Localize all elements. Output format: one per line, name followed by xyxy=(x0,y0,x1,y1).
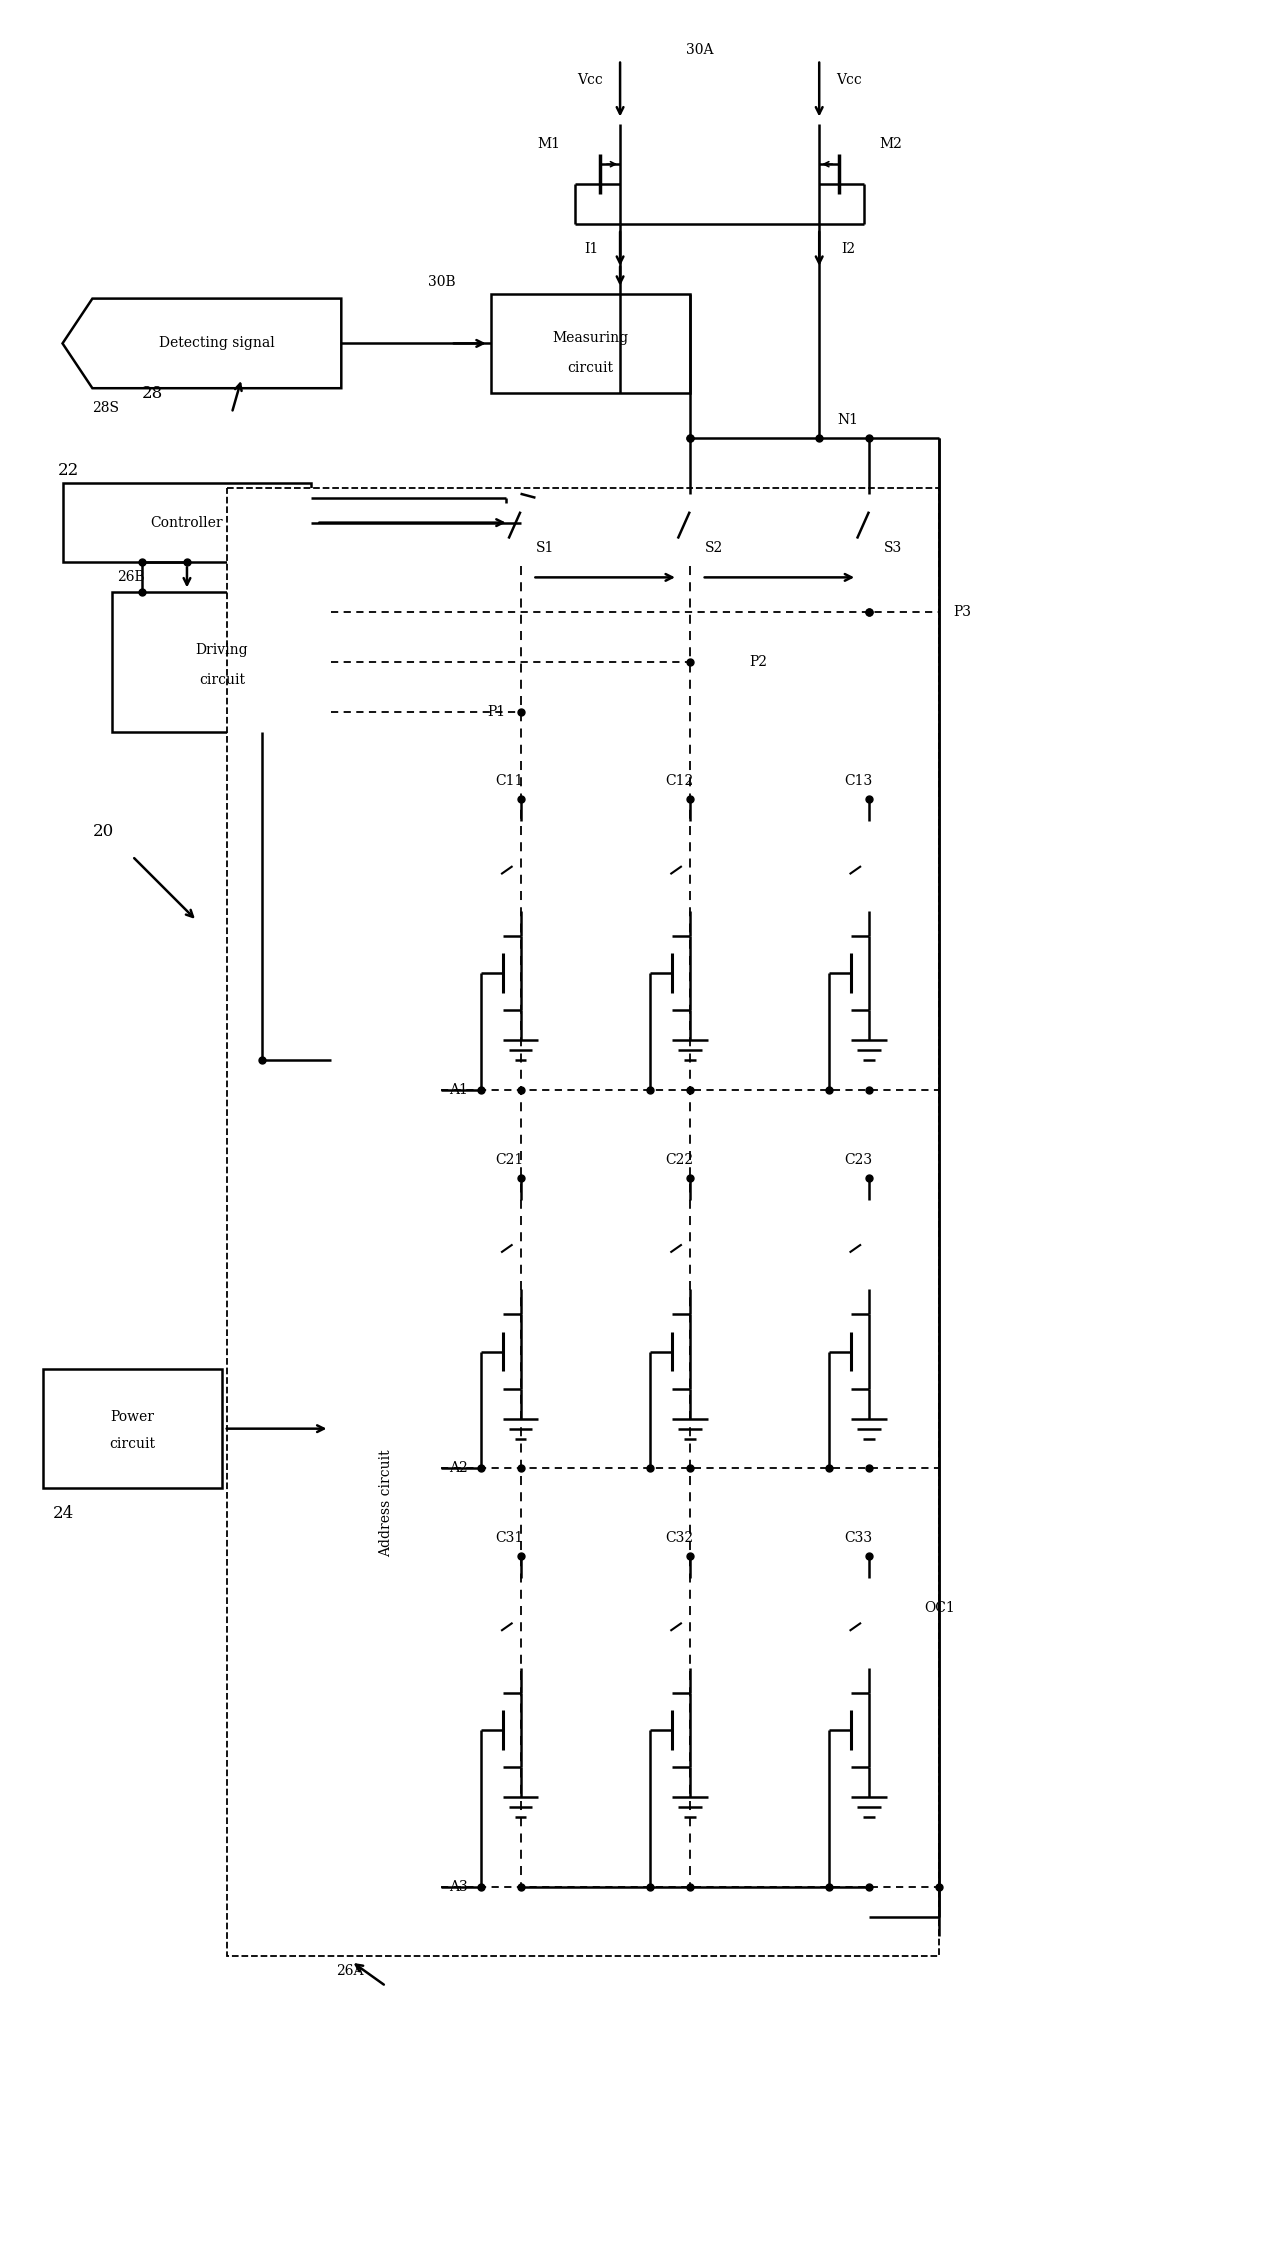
Text: M1: M1 xyxy=(537,137,560,151)
Bar xyxy=(112,593,331,733)
Text: I1: I1 xyxy=(584,243,598,256)
Text: A1: A1 xyxy=(449,1083,468,1097)
Text: S2: S2 xyxy=(704,542,723,555)
Bar xyxy=(635,1544,745,1827)
Bar xyxy=(837,822,901,910)
Text: Power: Power xyxy=(110,1409,155,1425)
Text: Controller: Controller xyxy=(151,515,224,530)
Bar xyxy=(658,1577,722,1667)
Bar xyxy=(465,1544,575,1827)
Text: A3: A3 xyxy=(449,1881,468,1894)
Bar xyxy=(658,822,722,910)
Text: C13: C13 xyxy=(843,775,873,789)
Text: 26A: 26A xyxy=(336,1964,364,1977)
Text: A2: A2 xyxy=(449,1461,468,1476)
Text: S1: S1 xyxy=(535,542,553,555)
Text: Address circuit: Address circuit xyxy=(380,1449,394,1557)
Bar xyxy=(488,1200,552,1290)
Text: P3: P3 xyxy=(953,604,971,620)
Bar xyxy=(331,1061,441,1946)
Text: C31: C31 xyxy=(496,1530,524,1546)
Text: 30A: 30A xyxy=(686,43,713,56)
Bar xyxy=(63,483,312,562)
Text: C11: C11 xyxy=(496,775,524,789)
Text: 28S: 28S xyxy=(92,402,119,416)
Text: 26B: 26B xyxy=(118,571,144,584)
Text: Detecting signal: Detecting signal xyxy=(158,337,275,351)
Text: Vcc: Vcc xyxy=(578,72,603,88)
Text: C22: C22 xyxy=(665,1153,693,1166)
Text: Vcc: Vcc xyxy=(836,72,861,88)
Text: C33: C33 xyxy=(843,1530,872,1546)
Bar xyxy=(635,1164,745,1449)
Bar xyxy=(635,786,745,1070)
Bar xyxy=(42,1368,222,1488)
Text: C23: C23 xyxy=(843,1153,872,1166)
Text: circuit: circuit xyxy=(199,672,245,688)
Text: N1: N1 xyxy=(837,413,858,427)
Text: circuit: circuit xyxy=(567,362,613,375)
Text: 20: 20 xyxy=(92,822,114,840)
Text: C32: C32 xyxy=(665,1530,693,1546)
Text: 28: 28 xyxy=(142,384,162,402)
Text: S3: S3 xyxy=(884,542,902,555)
Bar xyxy=(814,786,924,1070)
Bar xyxy=(814,1164,924,1449)
Text: Measuring: Measuring xyxy=(552,330,629,346)
Bar xyxy=(491,294,690,393)
Bar xyxy=(488,822,552,910)
Text: I2: I2 xyxy=(841,243,855,256)
Bar xyxy=(814,1544,924,1827)
Bar xyxy=(837,1200,901,1290)
Bar xyxy=(488,1577,552,1667)
Text: circuit: circuit xyxy=(109,1436,155,1452)
Text: C21: C21 xyxy=(496,1153,524,1166)
Text: 22: 22 xyxy=(58,463,79,479)
Text: P2: P2 xyxy=(749,656,768,670)
Text: M2: M2 xyxy=(879,137,902,151)
Text: 24: 24 xyxy=(52,1505,74,1521)
Text: P1: P1 xyxy=(487,706,506,719)
Text: 30B: 30B xyxy=(428,274,456,288)
Bar xyxy=(226,488,939,1957)
Text: Driving: Driving xyxy=(196,643,248,656)
Bar xyxy=(658,1200,722,1290)
Text: C12: C12 xyxy=(665,775,693,789)
Bar xyxy=(837,1577,901,1667)
Text: OC1: OC1 xyxy=(924,1600,955,1616)
Bar xyxy=(465,786,575,1070)
Bar xyxy=(465,1164,575,1449)
